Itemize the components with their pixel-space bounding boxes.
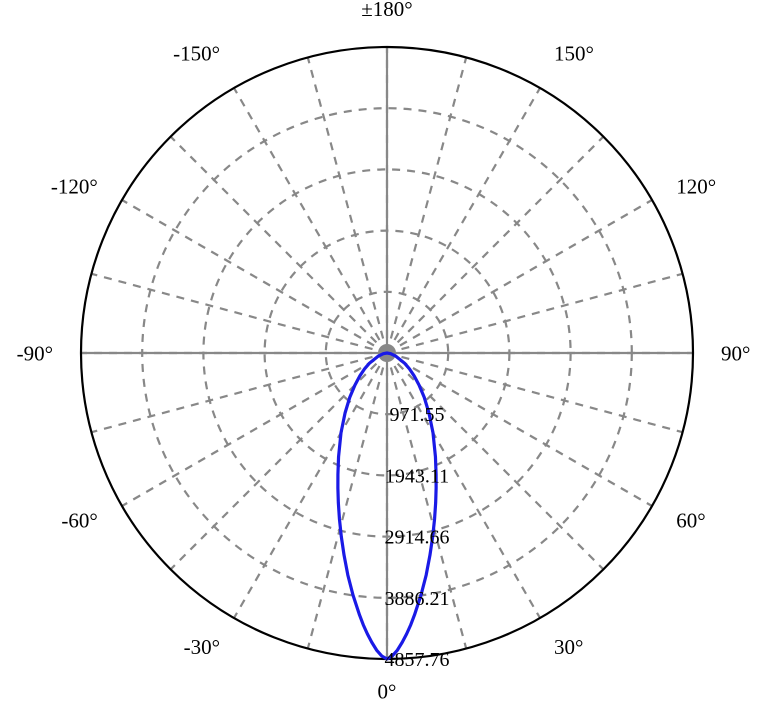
polar-chart: ±180° 150° 120° 90° 60° 30° 0° -30° -60° -90° -120… xyxy=(0,0,774,707)
angle-label: 30° xyxy=(554,635,583,659)
radial-label: 4857.76 xyxy=(385,649,450,671)
radial-label: 2914.66 xyxy=(385,527,450,549)
angle-label: -60° xyxy=(61,508,97,532)
angle-label: -30° xyxy=(184,635,220,659)
angle-label: 60° xyxy=(676,508,705,532)
polar-chart-svg: ±180° 150° 120° 90° 60° 30° 0° -30° -60° -90° -120… xyxy=(0,0,774,707)
radial-label: 1943.11 xyxy=(385,465,449,487)
radial-label: 3886.21 xyxy=(385,588,450,610)
angle-label: ±180° xyxy=(361,0,412,21)
angle-label: -120° xyxy=(51,174,98,198)
angle-label: 0° xyxy=(378,680,397,704)
radial-label: 971.55 xyxy=(390,404,445,426)
angle-label: 90° xyxy=(721,341,750,365)
angle-label: 150° xyxy=(554,42,594,66)
angle-label: -90° xyxy=(17,341,53,365)
angle-label: 120° xyxy=(676,174,716,198)
angle-label: -150° xyxy=(173,42,220,66)
